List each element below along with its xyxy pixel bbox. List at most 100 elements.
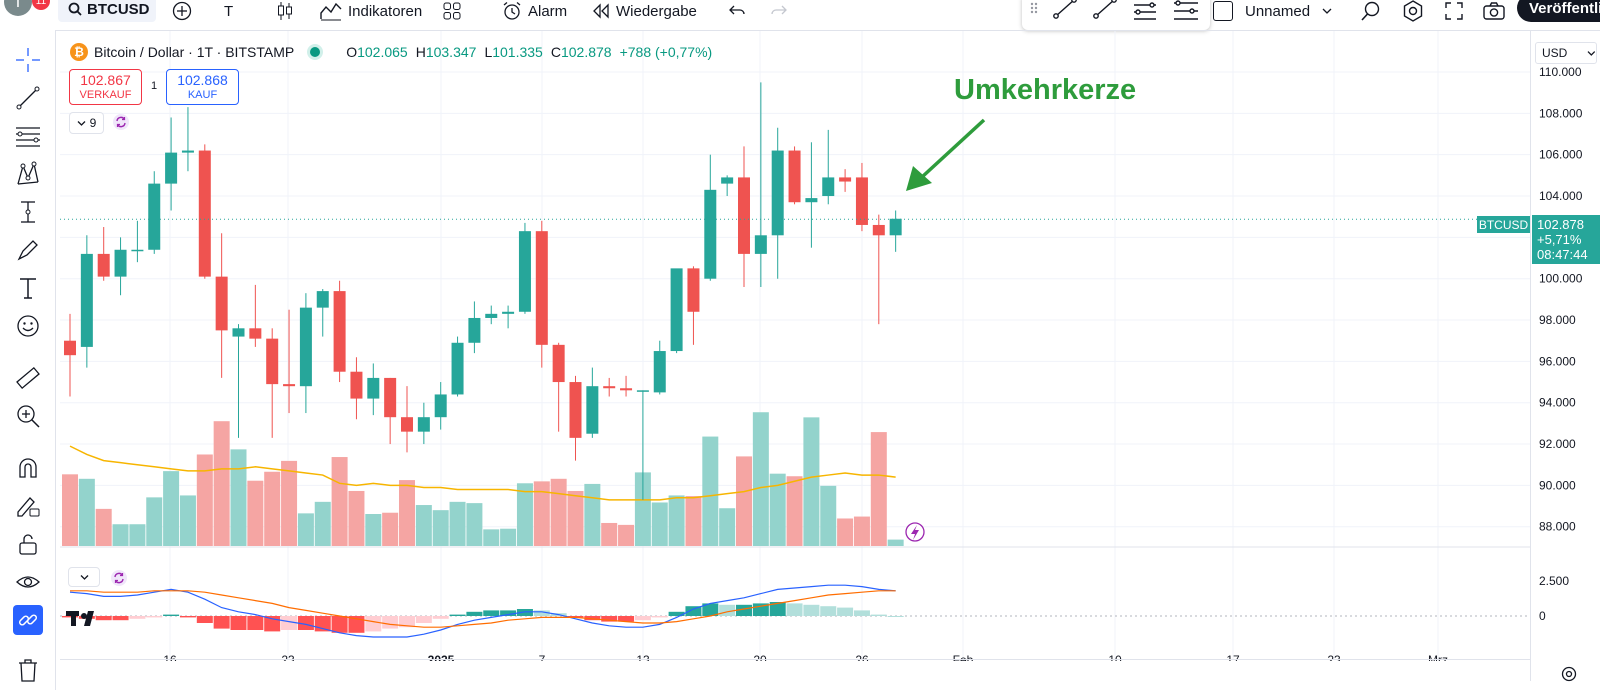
measure-tool[interactable] [13,363,43,393]
chart-settings-icon[interactable] [1560,665,1578,683]
templates-button[interactable] [442,0,462,22]
macd-histogram-bar [786,603,803,616]
sync-icon[interactable] [112,113,130,131]
candle-body [333,291,346,372]
candle-body [114,249,127,277]
time-tick-label: 2025 [428,653,455,661]
macd-histogram-bar [500,610,517,616]
notification-badge[interactable]: 11 [32,0,50,10]
time-axis-labels: 16 23 2025 7 13 20 26 Feb 10 17 23 Mrz [163,653,1448,661]
snapshot-button[interactable] [1482,0,1506,22]
candle-body [283,384,296,387]
macd-histogram-bar [129,616,146,619]
compare-symbol-button[interactable] [172,0,192,22]
sell-button[interactable]: 102.867 VERKAUF [69,69,142,105]
price-scale[interactable]: 110.000108.000106.000104.000102.000100.0… [1530,31,1600,681]
volume-bar [820,485,837,546]
macd-collapse-button[interactable] [68,567,100,587]
last-price: 102.878 [1537,217,1584,232]
instrument-title[interactable]: Bitcoin / Dollar · 1T · BITSTAMP [94,44,295,60]
volume-bar [702,436,719,546]
projection-tool[interactable] [13,197,43,227]
candle-body [485,313,498,318]
pattern-icon [17,161,39,185]
magnet-tool[interactable] [13,453,43,483]
candle-body [653,351,666,393]
buy-button[interactable]: 102.868 KAUF [166,69,239,105]
volume-bar [112,524,129,546]
currency-selector[interactable]: USD [1535,42,1597,64]
volume-bar [247,480,264,546]
candle-body [434,394,447,418]
fib-retracement-icon [16,127,40,147]
candle-body [552,344,565,383]
link-tool[interactable] [13,605,43,635]
price-tick-label: 96.000 [1539,354,1576,368]
volume-bar [651,502,668,546]
candle-body [603,386,616,389]
time-tick-label: 23 [1327,653,1341,661]
redo-button[interactable] [770,0,788,22]
arrow-shaft [920,118,986,179]
high-label: H [415,44,426,60]
settings-button[interactable] [1402,0,1424,22]
icon-tool[interactable] [13,311,43,341]
volume-bar [769,473,786,546]
eye-icon [16,576,40,588]
macd-histogram-bar [618,616,635,622]
buy-price: 102.868 [177,72,228,88]
volume-bar [179,495,196,546]
alert-button[interactable]: Alarm [502,0,567,22]
stay-in-drawing-tool[interactable] [13,491,43,521]
candle-body [687,268,700,312]
replay-button[interactable]: Wiedergabe [592,0,697,22]
chart-type-button[interactable] [276,0,294,22]
symbol-search-button[interactable]: BTCUSD [58,0,156,22]
text-tool[interactable] [13,273,43,303]
publish-button[interactable]: Veröffentlichen [1517,0,1600,22]
layout-square-icon [1213,1,1233,21]
candle-body [384,377,397,418]
candle-body [569,382,582,438]
redo-icon [771,5,787,15]
user-avatar[interactable]: I [4,0,32,16]
crosshair-tool[interactable] [13,45,43,75]
macd-histogram-bar [719,604,736,616]
annotation-text[interactable]: Umkehrkerze [954,74,1137,106]
delete-tool[interactable] [13,655,43,685]
undo-button[interactable] [728,0,746,22]
macd-histogram-bar [415,616,432,623]
fib-tool[interactable] [13,121,43,151]
fullscreen-button[interactable] [1444,0,1464,22]
grid-icon [443,2,461,20]
indicators-button[interactable]: Indikatoren [320,0,422,22]
indicator-collapse-button[interactable]: 9 [69,112,104,134]
candle-body [721,177,734,184]
volume-bar [213,421,230,546]
volume-bar [281,460,298,546]
candle-body [367,377,380,399]
lock-drawings-tool[interactable] [13,529,43,559]
annotation-arrow [906,118,986,191]
zoom-tool[interactable] [13,401,43,431]
pattern-tool[interactable] [13,159,43,189]
volume-bar [399,480,415,546]
lightning-bolt [911,525,919,540]
hide-drawings-tool[interactable] [13,567,43,597]
favorite-drawings-icons [1030,0,1198,20]
layout-button[interactable]: Unnamed [1213,0,1332,22]
sync-icon[interactable] [110,569,128,587]
plus-circle-icon [172,1,192,21]
price-chart[interactable]: 16 23 2025 7 13 20 26 Feb 10 17 23 Mrz [60,31,1530,661]
quick-search-button[interactable] [1360,0,1382,22]
candle-body [822,177,835,197]
candle-body [299,307,312,387]
trend-line-tool[interactable] [13,83,43,113]
price-tick-label: 100.000 [1539,272,1583,286]
bitcoin-icon: ₿ [70,43,88,61]
macd-histogram-bar [820,606,837,616]
trash-icon [19,659,37,682]
candle-body [872,224,885,236]
brush-tool[interactable] [13,235,43,265]
interval-button[interactable]: T [224,0,233,22]
